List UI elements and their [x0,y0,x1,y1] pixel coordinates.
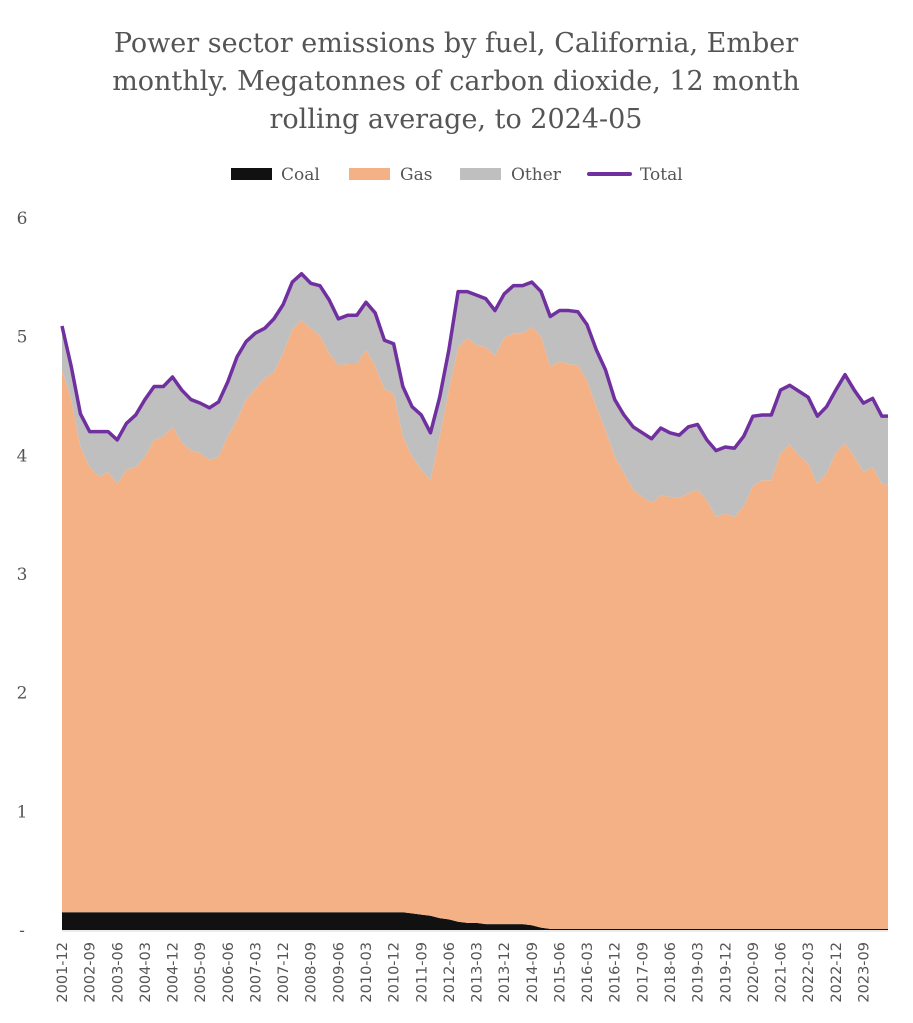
x-tick-label: 2020-09 [746,942,762,1003]
line-total [60,272,888,453]
x-tick-label: 2002-09 [83,942,99,1003]
legend-label-total: Total [640,165,683,185]
legend-swatch-gas [349,168,390,180]
legend-label-gas: Gas [400,165,432,185]
x-tick-label: 2003-06 [110,942,126,1003]
area-coal [62,912,888,930]
x-tick-label: 2018-06 [663,942,679,1003]
plot-areas [60,272,888,932]
y-tick-label: 2 [17,684,28,704]
y-axis: - 1 2 3 4 5 6 [17,209,28,941]
x-tick-label: 2010-12 [387,942,403,1003]
chart-title: Power sector emissions by fuel, Californ… [112,28,800,135]
x-tick-label: 2004-03 [138,942,154,1003]
title-line-3: rolling average, to 2024-05 [270,104,643,135]
x-tick-label: 2007-03 [248,942,264,1003]
x-tick-label: 2023-09 [856,942,872,1003]
x-tick-label: 2004-12 [166,942,182,1003]
x-tick-label: 2012-06 [442,942,458,1003]
area-other [62,273,888,518]
y-tick-label: 5 [17,328,28,348]
x-tick-label: 2021-06 [774,942,790,1003]
legend-label-coal: Coal [281,165,320,185]
x-tick-label: 2019-12 [718,942,734,1003]
x-tick-label: 2016-12 [608,942,624,1003]
x-tick-label: 2017-09 [635,942,651,1003]
legend-swatch-coal [231,168,272,180]
x-tick-label: 2016-03 [580,942,596,1003]
x-axis: 2001-12 2002-09 2003-06 2004-03 2004-12 2005-… [55,942,872,1003]
legend-label-other: Other [511,165,562,185]
y-tick-label: 1 [17,802,28,822]
x-tick-label: 2022-03 [801,942,817,1003]
x-tick-label: 2013-12 [497,942,513,1003]
y-tick-label: 3 [17,565,28,585]
x-tick-label: 2010-03 [359,942,375,1003]
title-line-2: monthly. Megatonnes of carbon dioxide, 1… [112,66,800,97]
x-tick-label: 2005-09 [193,942,209,1003]
x-tick-label: 2013-03 [470,942,486,1003]
legend: Coal Gas Other Total [231,165,683,185]
legend-swatch-other [460,168,501,180]
y-tick-label: - [19,921,25,941]
x-tick-label: 2001-12 [55,942,71,1003]
x-tick-label: 2006-06 [221,942,237,1003]
area-gas [62,320,888,929]
x-tick-label: 2022-12 [829,942,845,1003]
x-tick-label: 2011-09 [414,942,430,1003]
x-tick-label: 2019-03 [691,942,707,1003]
x-tick-label: 2007-12 [276,942,292,1003]
x-tick-label: 2015-06 [552,942,568,1003]
title-line-1: Power sector emissions by fuel, Californ… [114,28,798,59]
x-tick-label: 2009-06 [331,942,347,1003]
y-tick-label: 6 [17,209,28,229]
y-tick-label: 4 [17,446,28,466]
x-tick-label: 2008-09 [304,942,320,1003]
x-tick-label: 2014-09 [525,942,541,1003]
